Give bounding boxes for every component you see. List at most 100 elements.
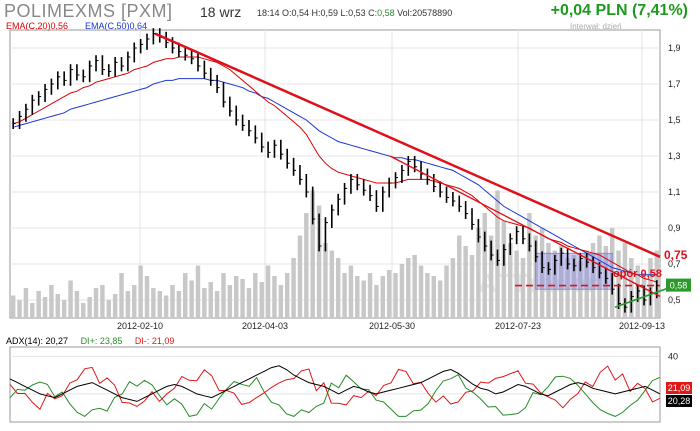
volume-bar	[30, 303, 35, 318]
volume-bar	[100, 285, 105, 318]
y-tick-label: 1,1	[668, 187, 681, 197]
volume-bar	[42, 297, 48, 318]
volume-bar	[342, 273, 347, 318]
volume-bar	[61, 300, 67, 318]
adx-marker	[666, 395, 692, 407]
adx-level-label: 40	[668, 351, 678, 361]
ohlc-readout: 18:14 O:0,54 H:0,59 L:0,53 C:0,58 Vol:20…	[257, 8, 452, 18]
volume-bar	[584, 250, 589, 318]
di-plus-line	[9, 374, 661, 418]
volume-bar	[406, 258, 411, 318]
volume-bar	[508, 243, 513, 318]
volume-bar	[272, 276, 277, 318]
volume-bar	[571, 255, 577, 318]
volume-bar	[565, 258, 570, 318]
chart-header: POLIMEXMS [PXM] 18 wrz 18:14 O:0,54 H:0,…	[0, 0, 700, 22]
volume-bar	[335, 258, 341, 318]
y-tick-label: 1,5	[668, 115, 681, 125]
ema20-legend: EMA(C,20)0,56	[6, 21, 69, 31]
y-tick-label: 0,9	[668, 223, 681, 233]
last-price-marker	[666, 278, 691, 292]
volume-bar	[520, 258, 526, 318]
volume-bar	[552, 250, 558, 318]
volume-bar	[93, 288, 99, 318]
volume-bar	[514, 250, 519, 318]
volume-bar	[157, 291, 162, 318]
volume-bar	[367, 273, 373, 318]
volume-bar	[81, 303, 86, 318]
volume-bar	[49, 285, 54, 318]
ema50-legend: EMA(C,50)0,64	[85, 21, 148, 31]
volume-bar	[36, 291, 41, 318]
volume-bar	[10, 295, 16, 318]
major-trendline	[154, 32, 661, 258]
volume-bar	[106, 300, 112, 318]
di-minus-marker	[666, 382, 692, 394]
close-value: 0,58	[377, 8, 395, 18]
volume-bar	[374, 285, 379, 318]
y-tick-label: 0,7	[668, 259, 681, 269]
volume-bar	[240, 279, 245, 318]
volume-bar	[355, 276, 360, 318]
volume-bar	[348, 265, 354, 318]
volume-bar	[463, 246, 468, 318]
y-tick-label: 1,3	[668, 151, 681, 161]
ema50-line	[13, 78, 657, 276]
volume-bar	[132, 285, 137, 318]
volume-bar	[546, 243, 551, 318]
volume-bar	[393, 273, 398, 318]
di-minus-value: 21,09	[668, 383, 691, 393]
volume-bar	[590, 243, 596, 318]
di-minus-line	[9, 365, 661, 411]
last-price-label: 0,58	[670, 281, 688, 291]
volume-bar	[151, 288, 156, 318]
volume-bar	[278, 285, 284, 318]
volume-bar	[291, 258, 296, 318]
volume-bar	[202, 288, 207, 318]
volume-bar	[361, 280, 366, 318]
volume-bar	[437, 280, 443, 318]
volume-bar	[380, 276, 386, 318]
volume-bar	[469, 255, 475, 318]
volume-bar	[476, 228, 481, 318]
resistance-value-label: 0,75	[664, 248, 688, 262]
adx-legend-adx: ADX(14): 20,27	[6, 336, 69, 346]
y-tick-label: 0,5	[668, 295, 681, 305]
volume-bar	[55, 294, 61, 318]
volume-bar	[444, 265, 449, 318]
volume-value: Vol:20578890	[397, 8, 453, 18]
volume-bar	[221, 273, 226, 318]
y-tick-label: 1,7	[668, 79, 681, 89]
volume-bar	[176, 291, 182, 318]
adx-legend-di-minus: DI-: 21,09	[134, 336, 175, 346]
adx-value: 20,28	[668, 396, 691, 406]
x-tick-label: 2012-05-30	[369, 321, 415, 331]
volume-bar	[482, 213, 487, 318]
volume-bar	[329, 250, 335, 318]
volume-bar	[431, 276, 437, 318]
volume-bar	[227, 285, 233, 318]
volume-bar	[412, 255, 417, 318]
volume-bar	[119, 273, 124, 318]
volume-bar	[189, 280, 194, 318]
volume-bar	[558, 246, 564, 318]
volume-bar	[125, 291, 131, 318]
volume-bar	[418, 265, 424, 318]
volume-bar	[170, 285, 175, 318]
resistance-note: opór 0,58	[613, 268, 662, 280]
x-tick-label: 2012-07-23	[495, 321, 541, 331]
volume-bar	[17, 300, 22, 318]
volume-bar	[259, 282, 264, 318]
volume-bar	[163, 295, 169, 318]
adx-legend-di-plus: DI+: 23,85	[80, 336, 123, 346]
x-tick-label: 2012-09-13	[619, 321, 665, 331]
ohlc-values: 18:14 O:0,54 H:0,59 L:0,53 C:	[257, 8, 378, 18]
x-tick-label: 2012-04-03	[242, 321, 288, 331]
volume-bar	[23, 288, 29, 318]
volume-bar	[138, 265, 143, 318]
volume-bar	[304, 213, 309, 318]
volume-bar	[457, 235, 462, 318]
quote-date: 18 wrz	[200, 4, 242, 20]
volume-bar	[144, 276, 150, 318]
